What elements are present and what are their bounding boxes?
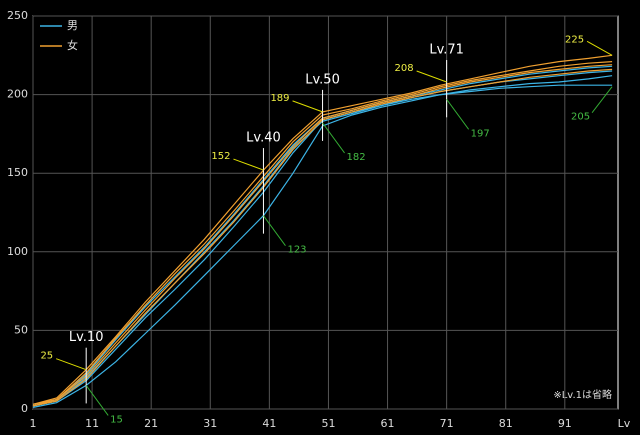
leader (233, 158, 264, 171)
leader (56, 358, 87, 371)
max-label: 225 (565, 34, 584, 45)
leader (586, 40, 613, 56)
y-tick-label: 150 (7, 166, 28, 179)
leader (591, 86, 613, 114)
x-tick-label: 71 (440, 417, 454, 430)
min-label: 123 (287, 245, 306, 256)
y-tick-label: 100 (7, 245, 28, 258)
leader (322, 122, 345, 154)
max-label: 152 (211, 151, 230, 162)
marker-label: Lv.10 (69, 330, 104, 345)
plot-area (32, 15, 619, 410)
legend-label: 女 (67, 38, 78, 52)
min-label: 197 (471, 128, 490, 139)
y-tick-label: 200 (7, 88, 28, 101)
legend-label: 男 (67, 19, 78, 32)
x-tick-label: 21 (144, 417, 158, 430)
leader (292, 100, 323, 113)
min-label: 182 (347, 152, 366, 163)
min-label: 205 (571, 112, 590, 123)
x-tick-label: 31 (203, 417, 217, 430)
marker-label: Lv.50 (305, 72, 340, 87)
x-tick-label: 11 (85, 417, 99, 430)
y-tick-label: 0 (21, 402, 28, 415)
x-tick-label: 41 (262, 417, 276, 430)
marker-label: Lv.40 (246, 131, 281, 146)
x-tick-label: 91 (558, 417, 572, 430)
leader (446, 99, 470, 130)
y-tick-label: 250 (7, 9, 28, 22)
leader (263, 215, 286, 246)
note: ※Lv.1は省略 (553, 388, 612, 401)
max-label: 208 (395, 63, 414, 74)
marker-label: Lv.71 (429, 43, 464, 58)
x-tick-label: 61 (381, 417, 395, 430)
x-tick-label: 81 (499, 417, 513, 430)
x-tick-label: 1 (30, 417, 37, 430)
x-axis-label: Lv (618, 417, 631, 430)
max-label: 189 (270, 93, 289, 104)
max-label: 25 (40, 351, 53, 362)
leader (416, 70, 447, 83)
y-tick-label: 50 (14, 323, 28, 336)
leader (85, 385, 109, 416)
x-tick-label: 51 (321, 417, 335, 430)
min-label: 15 (110, 414, 123, 425)
